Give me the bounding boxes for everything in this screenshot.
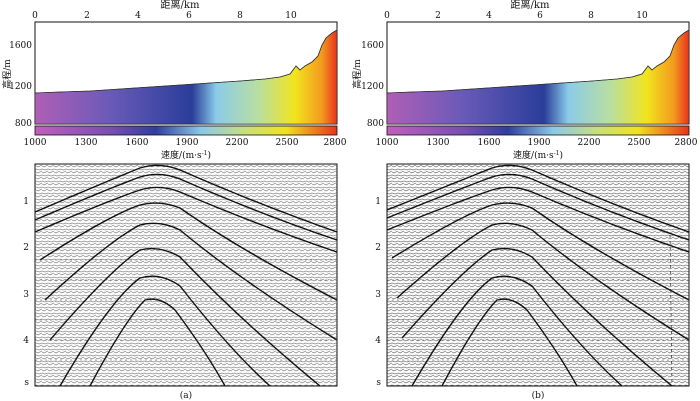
y-tick-label: 1200 xyxy=(9,82,32,92)
gather-unit: s xyxy=(24,378,29,388)
gather-y-tick-label: 1 xyxy=(23,197,29,207)
colorbar-title-main: 速度/(m·s xyxy=(513,149,554,161)
colorbar-tick-label: 2800 xyxy=(675,138,698,148)
x-tick-label: 10 xyxy=(636,11,648,21)
colorbar-tick-label: 1600 xyxy=(478,138,501,148)
gather-y-tick-label: 3 xyxy=(23,290,29,300)
gather-y-tick-labels: 1 2 3 4 s xyxy=(375,197,381,388)
y-axis-title: 高程/m xyxy=(1,59,13,89)
x-tick-label: 0 xyxy=(384,11,390,21)
gather-frame xyxy=(34,163,338,387)
surface-line xyxy=(386,29,690,94)
panel-label: (a) xyxy=(180,390,192,401)
colorbar-title-close: ) xyxy=(559,150,563,161)
colorbar-tick-label: 1600 xyxy=(126,138,149,148)
gather-y-tick-label: 2 xyxy=(375,243,381,253)
colorbar-title-close: ) xyxy=(207,150,211,161)
colorbar-tick-label: 1300 xyxy=(75,138,98,148)
x-tick-labels: 0 2 4 6 8 10 xyxy=(384,11,648,21)
x-tick-label: 6 xyxy=(186,11,192,21)
gather-y-tick-label: 4 xyxy=(375,336,381,346)
gather-texture xyxy=(35,259,337,361)
colorbar-tick-labels: 1000 1300 1600 1900 2200 2500 2800 xyxy=(376,138,698,148)
gather-texture xyxy=(387,259,689,361)
x-tick-labels: 0 2 4 6 8 10 xyxy=(32,11,297,21)
colorbar-tick-label: 2200 xyxy=(226,138,249,148)
colorbar-title-main: 速度/(m·s xyxy=(161,149,202,161)
seismic-gather: 1 2 3 4 s xyxy=(23,163,338,388)
colorbar-tick-label: 1300 xyxy=(427,138,450,148)
x-tick-label: 4 xyxy=(135,11,141,21)
y-tick-labels: 1600 1200 800 xyxy=(361,41,384,129)
x-tick-label: 0 xyxy=(32,11,38,21)
x-axis-title: 距离/km xyxy=(511,0,550,11)
gather-y-tick-labels: 1 2 3 4 s xyxy=(23,197,29,388)
x-tick-label: 6 xyxy=(537,11,543,21)
gather-y-tick-label: 3 xyxy=(375,290,381,300)
colorbar-tick-label: 1900 xyxy=(176,138,199,148)
y-tick-label: 1600 xyxy=(9,41,32,51)
gather-frame xyxy=(386,163,690,387)
gather-y-tick-label: 4 xyxy=(23,336,29,346)
colorbar-tick-label: 1900 xyxy=(528,138,551,148)
x-tick-label: 10 xyxy=(285,11,297,21)
y-tick-label: 800 xyxy=(15,119,32,129)
velocity-colorbar xyxy=(386,125,690,136)
gather-y-tick-label: 2 xyxy=(23,243,29,253)
panel-b: 距离/km 0 2 4 6 8 10 1600 1200 800 高程/m 10… xyxy=(350,0,700,401)
y-tick-label: 800 xyxy=(367,119,384,129)
x-tick-label: 4 xyxy=(486,11,492,21)
colorbar-tick-label: 1000 xyxy=(24,138,47,148)
x-tick-label: 2 xyxy=(435,11,441,21)
gather-events xyxy=(34,164,338,387)
x-axis-title: 距离/km xyxy=(161,0,200,11)
x-tick-label: 2 xyxy=(84,11,90,21)
x-tick-label: 8 xyxy=(237,11,243,21)
colorbar-title-exponent: -1 xyxy=(554,150,560,157)
gather-events xyxy=(386,164,690,387)
y-tick-label: 1600 xyxy=(361,41,384,51)
panel-label: (b) xyxy=(532,390,545,401)
surface-line xyxy=(34,29,338,94)
colorbar-tick-label: 2500 xyxy=(628,138,651,148)
y-tick-labels: 1600 1200 800 xyxy=(9,41,32,129)
y-axis-title: 高程/m xyxy=(351,59,363,89)
gather-y-tick-label: 1 xyxy=(375,197,381,207)
velocity-colorbar xyxy=(34,125,338,136)
colorbar-title: 速度/(m·s-1) xyxy=(513,149,563,161)
colorbar-tick-label: 1000 xyxy=(376,138,399,148)
colorbar-tick-label: 2800 xyxy=(324,138,347,148)
colorbar-tick-labels: 1000 1300 1600 1900 2200 2500 2800 xyxy=(24,138,347,148)
colorbar-tick-label: 2500 xyxy=(276,138,299,148)
y-tick-label: 1200 xyxy=(361,82,384,92)
gather-unit: s xyxy=(376,378,381,388)
seismic-gather: 1 2 3 4 s xyxy=(375,163,690,388)
x-tick-label: 8 xyxy=(588,11,594,21)
colorbar-title-exponent: -1 xyxy=(202,150,208,157)
colorbar-tick-label: 2200 xyxy=(578,138,601,148)
panel-a: 距离/km 0 2 4 6 8 10 1600 1200 800 高程/m 10… xyxy=(1,0,347,401)
colorbar-title: 速度/(m·s-1) xyxy=(161,149,211,161)
